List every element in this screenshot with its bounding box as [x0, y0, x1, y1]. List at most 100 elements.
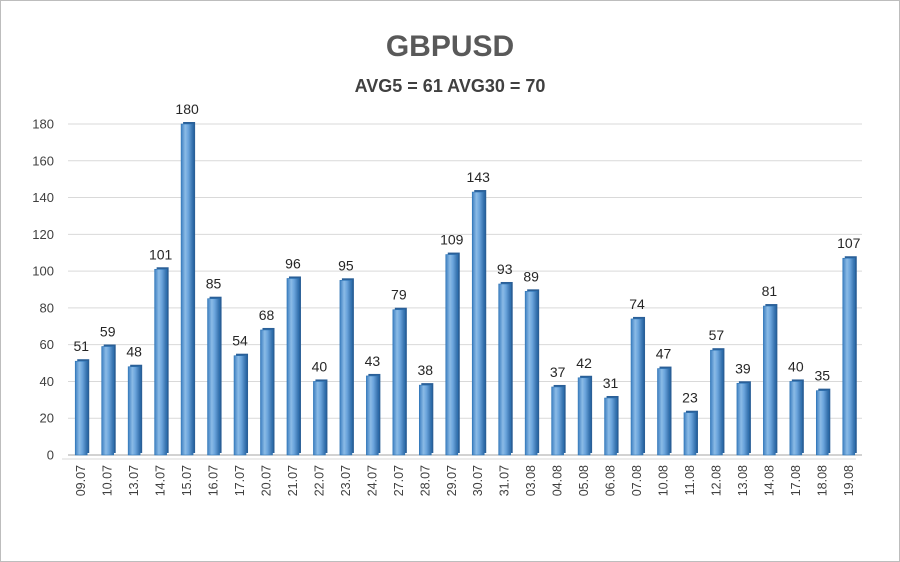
bar-value-label: 101 [149, 246, 173, 262]
bar [815, 390, 829, 456]
y-axis-ticks: 0 20 40 60 80 100 120 140 160 180 [32, 117, 54, 463]
y-tick-label: 0 [47, 448, 54, 463]
bar-value-label: 57 [709, 327, 725, 343]
bar-value-label: 42 [576, 355, 592, 371]
x-category-label: 15.07 [180, 465, 194, 496]
x-category-label: 31.07 [498, 465, 512, 496]
bar [260, 329, 273, 456]
bar-value-label: 107 [837, 235, 861, 251]
bar-value-label: 43 [365, 353, 381, 369]
x-category-label: 21.07 [286, 465, 300, 496]
bar-value-label: 95 [338, 257, 354, 273]
bar-value-label: 47 [656, 346, 672, 362]
bar [392, 309, 406, 456]
bars [74, 122, 857, 456]
bar-value-label: 81 [762, 283, 778, 299]
bar-value-label: 109 [440, 232, 464, 248]
x-category-label: 18.08 [815, 465, 829, 496]
gridlines [62, 123, 862, 460]
x-category-label: 17.08 [789, 465, 803, 496]
bar-value-label: 68 [259, 307, 275, 323]
bar-value-label: 51 [73, 338, 89, 354]
bar-value-label: 96 [285, 255, 301, 271]
bar-value-label: 74 [629, 296, 645, 312]
bar-value-label: 180 [175, 101, 199, 117]
bar [180, 123, 194, 456]
bar-value-label: 89 [523, 268, 539, 284]
y-tick-label: 60 [40, 337, 54, 352]
bar [763, 305, 776, 456]
x-category-label: 27.07 [392, 465, 406, 496]
bar-value-label: 37 [550, 364, 566, 380]
y-tick-label: 180 [32, 117, 54, 132]
bar [101, 346, 114, 456]
y-tick-label: 20 [40, 411, 54, 426]
y-tick-label: 120 [32, 227, 54, 242]
x-category-label: 12.08 [709, 465, 723, 496]
x-category-label: 20.07 [260, 465, 274, 496]
x-category-label: 22.07 [312, 465, 326, 496]
bar [471, 191, 485, 456]
chart-title: GBPUSD [385, 30, 515, 63]
bar [445, 254, 459, 456]
x-category-label: 03.08 [524, 465, 538, 496]
bar-value-label: 35 [815, 368, 831, 384]
bar [418, 384, 432, 456]
bar-value-label: 39 [735, 360, 751, 376]
bar-value-label: 23 [682, 390, 698, 406]
y-tick-label: 160 [32, 153, 54, 168]
x-category-label: 10.07 [101, 465, 115, 496]
bar [657, 368, 670, 456]
y-tick-label: 80 [40, 300, 54, 315]
x-category-label: 13.07 [127, 465, 141, 496]
bar [789, 381, 803, 456]
bar [524, 291, 538, 456]
bar [683, 412, 697, 456]
bar-value-label: 38 [418, 362, 434, 378]
bar [710, 349, 723, 456]
bar [286, 278, 300, 456]
x-category-label: 05.08 [577, 465, 591, 496]
x-category-label: 23.07 [339, 465, 353, 496]
bar [736, 382, 750, 456]
bar [313, 381, 326, 456]
x-category-label: 13.08 [736, 465, 750, 496]
x-category-label: 30.07 [471, 465, 485, 496]
x-category-label: 16.07 [207, 465, 221, 496]
bar [74, 360, 88, 456]
bar [366, 375, 379, 456]
bar [577, 377, 591, 456]
y-tick-label: 40 [40, 374, 54, 389]
x-category-label: 11.08 [683, 465, 697, 495]
bar [207, 298, 220, 456]
x-category-label: 17.07 [233, 465, 247, 496]
x-category-label: 29.07 [445, 465, 459, 496]
bar-value-label: 40 [788, 358, 804, 374]
x-category-label: 14.07 [154, 465, 168, 496]
bar-value-label: 79 [391, 287, 407, 303]
data-labels: 51 59 48 101 180 85 54 68 96 40 95 43 79 38 109 143 93 89… [73, 101, 860, 406]
x-category-label: 07.08 [630, 465, 644, 496]
bar [339, 280, 353, 456]
bar-value-label: 48 [126, 344, 142, 360]
chart-subtitle: AVG5 = 61 AVG30 = 70 [354, 76, 546, 96]
bar [127, 366, 141, 456]
bar [154, 268, 167, 456]
x-category-label: 04.08 [551, 465, 565, 496]
bar [630, 318, 644, 456]
x-category-label: 19.08 [842, 465, 856, 496]
bar-value-label: 59 [100, 324, 116, 340]
bar [604, 397, 617, 456]
bar [233, 355, 247, 456]
bar-value-label: 143 [467, 169, 491, 185]
bar [842, 257, 856, 456]
x-category-label: 28.07 [418, 465, 432, 496]
bar-value-label: 85 [206, 276, 222, 292]
bar [498, 283, 512, 456]
x-axis-categories: 09.07 10.07 13.07 14.07 15.07 16.07 17.07 20.07… [74, 465, 856, 496]
x-category-label: 06.08 [604, 465, 618, 496]
bar [551, 386, 564, 456]
bar-value-label: 31 [603, 375, 619, 391]
bar-value-label: 54 [232, 333, 248, 349]
